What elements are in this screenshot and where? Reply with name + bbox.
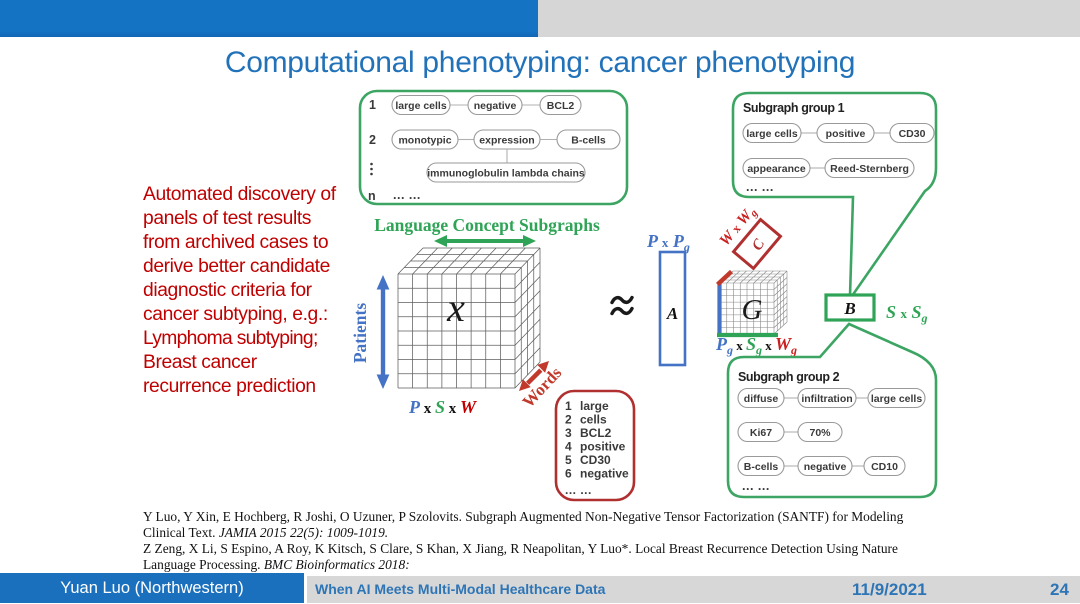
svg-text:Pg x Sg x Wg: Pg x Sg x Wg xyxy=(715,334,797,357)
svg-text:x: x xyxy=(446,285,465,330)
svg-text:negative: negative xyxy=(804,461,847,473)
svg-text:positive: positive xyxy=(826,128,866,140)
svg-text:... ...: ... ... xyxy=(746,180,774,194)
svg-text:large cells: large cells xyxy=(871,393,923,405)
svg-text:monotypic: monotypic xyxy=(398,135,451,147)
svg-text:P x Pg: P x Pg xyxy=(646,231,690,254)
svg-text:Subgraph group 1: Subgraph group 1 xyxy=(743,101,845,115)
svg-text:large cells: large cells xyxy=(746,128,798,140)
svg-text:large cells: large cells xyxy=(395,100,447,112)
svg-text:large: large xyxy=(580,399,609,413)
svg-text:B: B xyxy=(843,299,855,318)
svg-text:A: A xyxy=(666,304,678,323)
svg-text:Ki67: Ki67 xyxy=(750,427,772,439)
svg-text:2: 2 xyxy=(369,133,376,147)
svg-text:S x Sg: S x Sg xyxy=(886,302,928,325)
svg-text:4: 4 xyxy=(565,440,572,454)
svg-text:... ...: ... ... xyxy=(565,483,592,497)
svg-text:... ...: ... ... xyxy=(393,188,421,202)
svg-text:diffuse: diffuse xyxy=(744,393,779,405)
svg-text:P x S x W: P x S x W xyxy=(408,397,478,417)
svg-text:5: 5 xyxy=(565,453,572,467)
svg-text:negative: negative xyxy=(474,100,517,112)
svg-text:Subgraph group 2: Subgraph group 2 xyxy=(738,370,840,384)
svg-text:appearance: appearance xyxy=(747,163,806,175)
svg-text:n: n xyxy=(368,189,376,203)
svg-text:1: 1 xyxy=(565,399,572,413)
svg-text:positive: positive xyxy=(580,440,626,454)
svg-text:BCL2: BCL2 xyxy=(547,100,575,112)
svg-text:CD30: CD30 xyxy=(580,453,611,467)
svg-text:B-cells: B-cells xyxy=(744,461,779,473)
svg-text:BCL2: BCL2 xyxy=(580,426,612,440)
svg-text:3: 3 xyxy=(565,426,572,440)
svg-text:70%: 70% xyxy=(809,427,831,439)
svg-text:CD10: CD10 xyxy=(871,461,898,473)
svg-text:CD30: CD30 xyxy=(899,128,926,140)
svg-text:2: 2 xyxy=(565,413,572,427)
svg-text:negative: negative xyxy=(580,467,629,481)
svg-text:1: 1 xyxy=(369,98,376,112)
svg-text:immunoglobulin lambda chains: immunoglobulin lambda chains xyxy=(427,168,585,180)
svg-text:infiltration: infiltration xyxy=(801,393,852,405)
svg-text:Reed-Sternberg: Reed-Sternberg xyxy=(830,163,909,175)
svg-text:G: G xyxy=(742,294,763,326)
svg-text:B-cells: B-cells xyxy=(571,135,606,147)
svg-text:... ...: ... ... xyxy=(742,479,770,493)
svg-text:Language Concept Subgraphs: Language Concept Subgraphs xyxy=(374,215,600,235)
svg-text:6: 6 xyxy=(565,467,572,481)
svg-text:Patients: Patients xyxy=(350,303,370,363)
svg-text:cells: cells xyxy=(580,413,607,427)
svg-text:expression: expression xyxy=(479,135,534,147)
